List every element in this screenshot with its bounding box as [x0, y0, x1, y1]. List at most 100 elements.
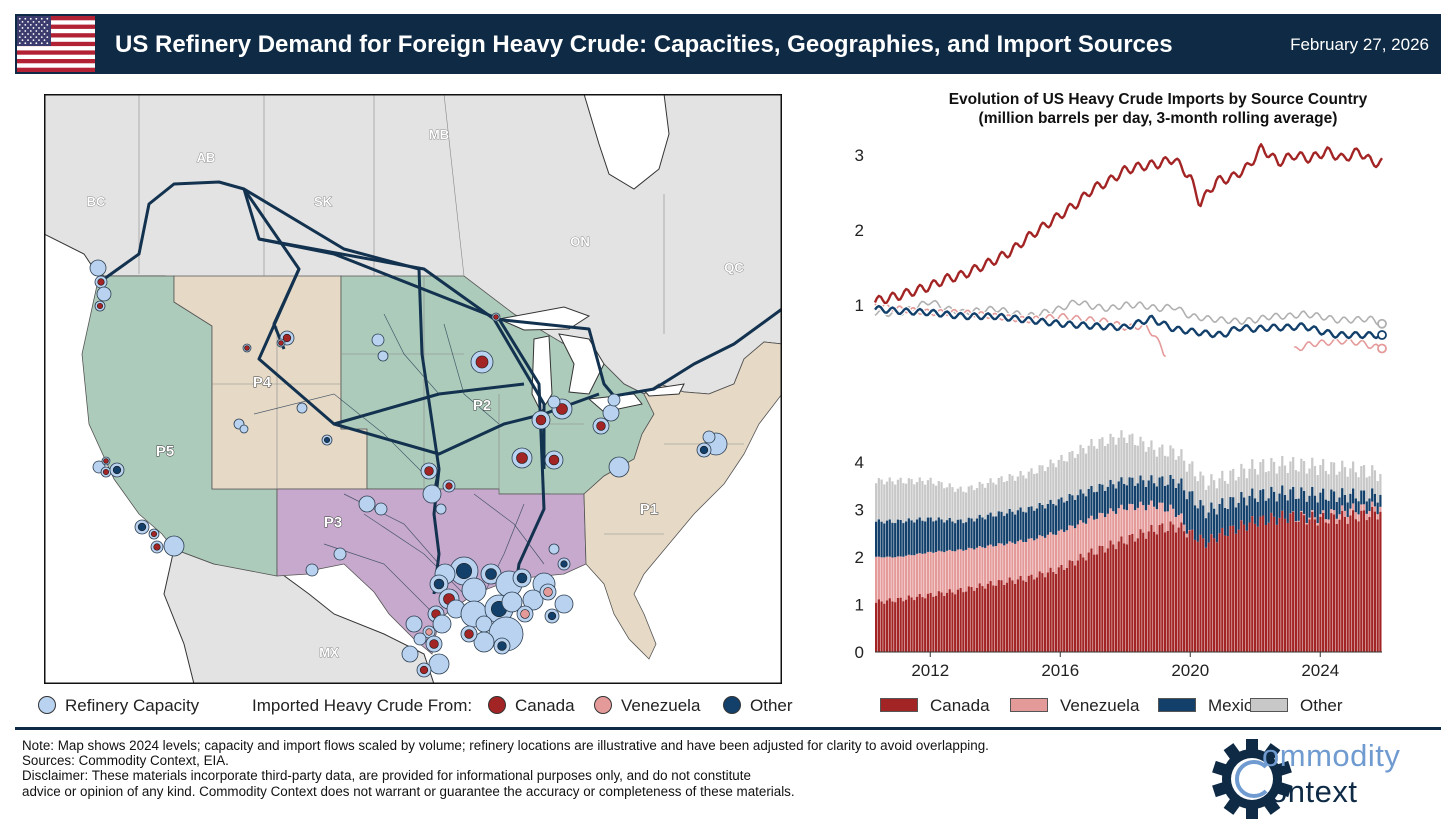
bar-segment-mexico	[929, 517, 932, 552]
bar-segment-venezuela	[1073, 528, 1077, 566]
refinery-marker	[428, 653, 450, 675]
bar-segment-mexico	[1030, 506, 1033, 539]
bar-segment-venezuela	[1324, 519, 1327, 523]
bar-segment-canada	[1371, 506, 1374, 652]
bar-segment-canada	[1022, 580, 1025, 652]
refinery-marker	[548, 543, 560, 555]
bar-segment-canada	[1076, 560, 1079, 652]
bar-segment-other	[1272, 461, 1276, 492]
bar-segment-venezuela	[1368, 511, 1371, 517]
bar-segment-other	[1185, 471, 1188, 500]
bar-segment-canada	[1185, 537, 1188, 652]
bar-segment-mexico	[1240, 491, 1243, 521]
bar-segment-mexico	[1158, 477, 1161, 503]
bar-segment-canada	[1044, 577, 1047, 652]
bar-segment-other	[1183, 460, 1186, 491]
bar-segment-other	[1063, 461, 1066, 503]
bar-segment-canada	[1125, 544, 1129, 652]
bar-segment-mexico	[1095, 491, 1099, 519]
bar-segment-other	[1041, 465, 1044, 505]
region-label-sk: SK	[314, 194, 333, 209]
bar-segment-venezuela	[1065, 530, 1069, 569]
bar-segment-canada	[1215, 542, 1218, 652]
bar-segment-venezuela	[1014, 543, 1017, 584]
bar-segment-mexico	[975, 518, 979, 548]
bar-segment-venezuela	[1185, 533, 1188, 538]
bar-segment-mexico	[1065, 500, 1069, 531]
bar-segment-venezuela	[994, 546, 998, 586]
page-date: February 27, 2026	[1290, 35, 1429, 54]
bar-segment-canada	[1172, 524, 1175, 652]
bar-segment-venezuela	[1330, 509, 1333, 514]
bar-segment-other	[1196, 481, 1199, 509]
region-label-p1: P1	[640, 501, 658, 518]
refinery-import-marker	[424, 466, 434, 476]
bar-segment-venezuela	[899, 556, 902, 598]
bar-segment-canada	[1330, 513, 1333, 652]
bar-segment-other	[875, 483, 878, 522]
bar-segment-canada	[1136, 538, 1139, 652]
bar-segment-other	[1000, 476, 1003, 512]
bar-segment-other	[1248, 468, 1251, 496]
bar-segment-venezuela	[937, 550, 940, 592]
refinery-import-marker	[516, 572, 528, 584]
bar-segment-other	[883, 484, 886, 524]
bar-segment-mexico	[1144, 486, 1148, 511]
line-end-marker-other	[1377, 318, 1387, 329]
bar-segment-mexico	[1376, 502, 1379, 515]
bar-segment-other	[1256, 474, 1259, 502]
bar-segment-canada	[1352, 510, 1355, 652]
bar-segment-other	[1153, 449, 1156, 484]
bar-segment-canada	[1098, 545, 1101, 652]
bar-segment-mexico	[1027, 506, 1030, 539]
bar-segment-canada	[1177, 527, 1180, 652]
bar-segment-venezuela	[1095, 518, 1099, 555]
region-label-p3: P3	[324, 514, 342, 531]
bar-segment-mexico	[1142, 480, 1145, 506]
bar-segment-other	[1079, 444, 1082, 490]
bar-segment-other	[948, 483, 951, 518]
refinery-capacity-swatch	[38, 696, 56, 714]
bar-segment-canada	[915, 596, 919, 652]
bar-segment-venezuela	[1357, 514, 1360, 522]
bar-segment-mexico	[1079, 489, 1082, 521]
bar-segment-mexico	[1362, 490, 1366, 505]
bar-segment-canada	[1174, 532, 1178, 652]
bar-segment-other	[1005, 480, 1009, 514]
bar-segment-other	[1379, 474, 1382, 495]
bar-segment-other	[970, 485, 973, 519]
region-label-bc: BC	[87, 194, 106, 209]
bar-segment-canada	[1183, 531, 1186, 652]
line-series-mexico	[874, 304, 1383, 340]
bar-segment-canada	[1188, 530, 1191, 652]
bar-segment-canada	[932, 596, 935, 652]
bar-segment-mexico	[888, 519, 891, 557]
note-text: Note: Map shows 2024 levels; capacity an…	[22, 738, 989, 753]
refinery-import-marker	[464, 629, 474, 639]
bar-segment-mexico	[1150, 475, 1153, 501]
refinery-import-marker	[102, 468, 110, 476]
bar-segment-venezuela	[1365, 513, 1368, 521]
bar-segment-mexico	[1352, 488, 1355, 504]
bar-segment-venezuela	[984, 547, 987, 589]
padd-1-region	[583, 341, 782, 660]
bar-segment-venezuela	[1131, 504, 1134, 534]
bar-segment-venezuela	[1161, 502, 1164, 524]
bar-segment-venezuela	[1106, 513, 1109, 549]
bar-segment-mexico	[1360, 490, 1363, 505]
bar-segment-canada	[1166, 530, 1169, 652]
bar-segment-mexico	[1060, 497, 1063, 530]
bar-segment-mexico	[1016, 510, 1019, 542]
bar-segment-other	[1313, 466, 1317, 496]
bar-segment-mexico	[1155, 486, 1158, 510]
bar-segment-other	[1319, 464, 1322, 493]
bar-segment-other	[943, 488, 946, 523]
bar-segment-mexico	[934, 520, 938, 552]
bar-segment-canada	[921, 597, 924, 652]
bar-segment-mexico	[1316, 502, 1319, 523]
bar-segment-mexico	[1161, 476, 1164, 503]
refinery-import-marker	[445, 482, 453, 490]
bar-segment-other	[1371, 465, 1374, 489]
bar-segment-mexico	[1221, 498, 1224, 528]
bar-segment-mexico	[1324, 499, 1327, 520]
